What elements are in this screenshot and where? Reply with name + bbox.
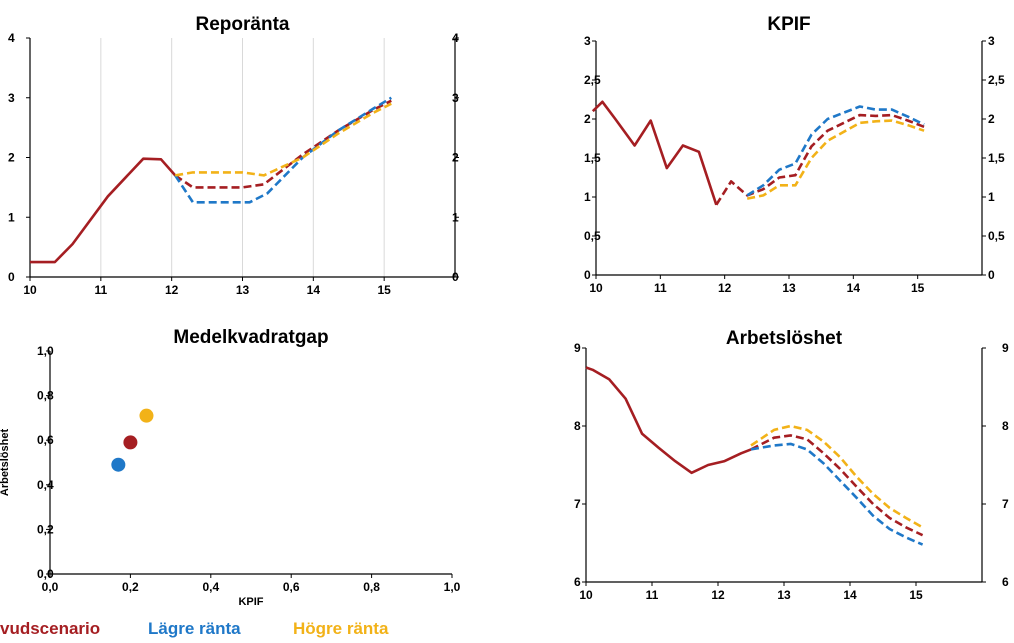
y-tick-label-right: 9 [1002,341,1009,355]
y-tick-label: 2,5 [584,73,601,87]
chart-medel: Medelkvadratgap 0,0 0,2 0,4 0,6 0,8 1,0 0,0 0,2 0… [0,327,461,608]
x-tick-label: 13 [777,588,791,602]
y-tick-label: 0 [8,270,15,284]
y-tick-label: 4 [8,31,15,45]
legend-hogre-ranta: Högre ränta [293,619,389,638]
scatter-point [123,435,138,450]
x-tick-label: 10 [23,283,37,297]
y-tick-label: 0,5 [584,229,601,243]
y-tick-label-right: 1,5 [988,151,1005,165]
y-tick-label: 0,0 [37,567,54,581]
legend-lagre-ranta: Lägre ränta [148,619,241,638]
legend-huvudscenario: vudscenario [0,619,101,638]
x-tick-label: 14 [843,588,857,602]
y-axis-label: Arbetslöshet [0,429,11,497]
series-line-hogre [750,424,924,529]
series-line-huvud_solid [591,100,718,206]
y-tick-label: 9 [574,341,581,355]
y-tick-label-right: 8 [1002,419,1009,433]
y-tick-label: 1 [584,190,591,204]
y-tick-label-right: 2 [988,112,995,126]
y-tick-label: 2 [8,151,15,165]
y-tick-label: 0,4 [37,478,54,492]
x-tick-label: 0,6 [283,580,300,594]
y-tick-label-right: 3 [988,34,995,48]
series-line-huvud_solid [585,366,752,475]
series-line-hogre [174,102,392,177]
y-tick-label: 3 [8,91,15,105]
chart-title: Reporänta [196,14,290,35]
x-tick-label: 12 [165,283,179,297]
legend: vudscenario Lägre ränta Högre ränta [0,619,600,643]
x-tick-label: 0,8 [363,580,380,594]
series-line-huvud_solid [30,157,177,264]
x-tick-label: 12 [718,281,732,295]
x-tick-label: 14 [307,283,321,297]
x-tick-label: 10 [589,281,603,295]
y-tick-label-right: 0 [452,270,459,284]
y-tick-label: 0,8 [37,389,54,403]
x-tick-label: 11 [654,281,667,295]
series-line-huvud_dash [174,99,392,189]
x-tick-label: 14 [847,281,861,295]
x-tick-label: 0,2 [122,580,139,594]
x-tick-label: 1,0 [444,580,461,594]
series-line-hogre [746,119,925,200]
y-tick-label-right: 6 [1002,575,1009,589]
y-tick-label: 0,2 [37,522,54,536]
y-tick-label: 8 [574,419,581,433]
x-tick-label: 12 [711,588,725,602]
x-tick-label: 15 [377,283,391,297]
y-tick-label-right: 0 [988,268,995,282]
chart-title: Medelkvadratgap [173,327,328,348]
series-line-huvud_dash [750,434,924,537]
x-tick-label: 13 [236,283,250,297]
y-tick-label: 0,6 [37,433,54,447]
y-tick-label: 3 [584,34,591,48]
y-tick-label-right: 1 [988,190,995,204]
x-tick-label: 0,0 [42,580,59,594]
chart-arb: Arbetslöshet 6 6 7 7 8 8 9 9 10 11 12 13 14 15 [574,328,1009,602]
y-tick-label: 1,5 [584,151,601,165]
x-tick-label: 0,4 [202,580,219,594]
x-tick-label: 13 [782,281,796,295]
series-line-lagre [746,105,925,197]
series-line-huvud_dash [715,113,925,206]
x-tick-label: 10 [579,588,593,602]
y-tick-label-right: 1 [452,210,459,224]
series-line-lagre [750,442,924,546]
y-tick-label: 7 [574,497,581,511]
y-tick-label-right: 3 [452,91,459,105]
x-tick-label: 11 [646,588,659,602]
chart-title: Arbetslöshet [726,328,843,349]
scatter-point [139,408,154,423]
y-tick-label-right: 2,5 [988,73,1005,87]
y-tick-label: 2 [584,112,591,126]
y-tick-label: 1 [8,210,15,224]
x-tick-label: 15 [911,281,925,295]
x-tick-label: 11 [94,283,107,297]
x-axis-label: KPIF [238,596,263,608]
chart-title: KPIF [767,14,810,35]
series-line-lagre [174,96,392,204]
y-tick-label-right: 4 [452,31,459,45]
scatter-point [111,457,126,472]
y-tick-label: 0 [584,268,591,282]
y-tick-label-right: 0,5 [988,229,1005,243]
x-tick-label: 15 [909,588,923,602]
y-tick-label: 6 [574,575,581,589]
y-tick-label-right: 2 [452,151,459,165]
y-tick-label-right: 7 [1002,497,1009,511]
y-tick-label: 1,0 [37,344,54,358]
